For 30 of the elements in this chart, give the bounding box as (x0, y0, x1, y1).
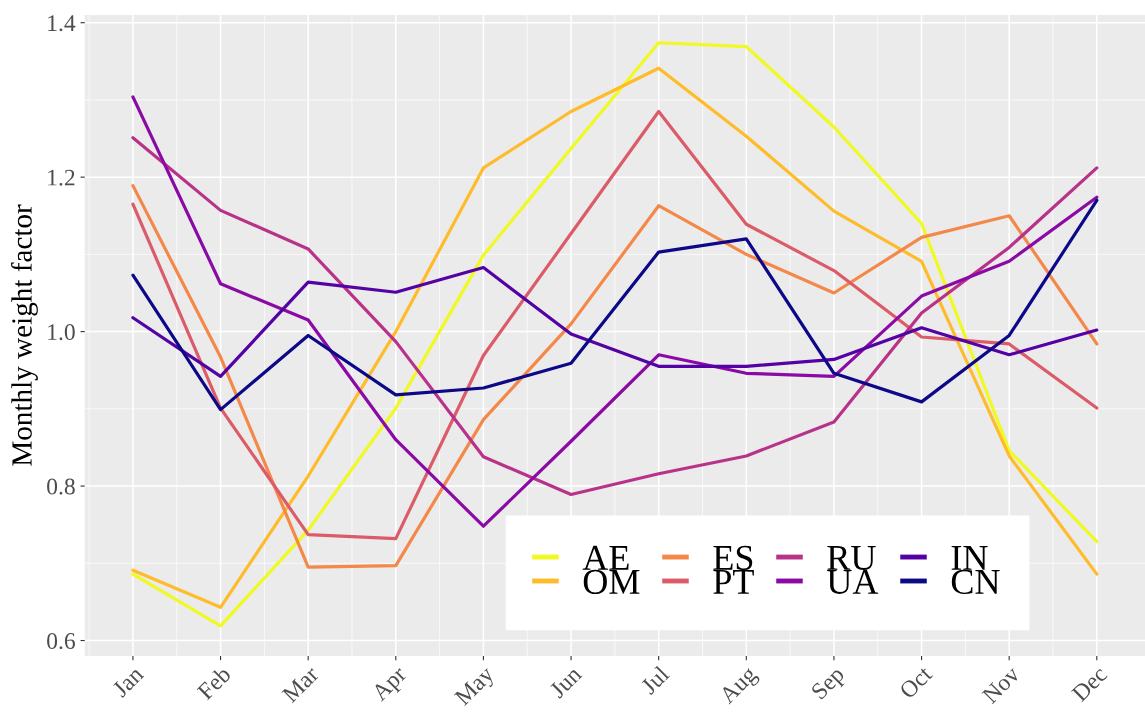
y-tick-label: 1.0 (48, 324, 75, 341)
x-tick-label: Dec (1071, 665, 1109, 703)
line-series (131, 184, 1099, 569)
x-tick-label: May (453, 664, 499, 710)
y-tick-label: 0.8 (47, 478, 75, 495)
y-tick-label: 1.2 (48, 169, 75, 186)
x-tick-label: Jun (548, 665, 583, 699)
x-tick-label: Sep (810, 665, 849, 704)
legend-label: IN (951, 546, 988, 570)
y-tick-label: 1.4 (48, 15, 76, 32)
legend-label: PT (713, 569, 754, 594)
line-series (131, 198, 1099, 412)
legend-label: CN (951, 569, 1000, 594)
line-series (131, 136, 1099, 497)
x-tick-label: Nov (981, 664, 1021, 705)
x-tick-label: Apr (370, 665, 411, 706)
legend-label: AE (582, 545, 629, 570)
y-tick-label: 0.6 (47, 633, 75, 650)
x-tick-label: Jul (639, 664, 671, 696)
x-tick-label: Aug (718, 665, 762, 709)
legend-label: OM (583, 569, 640, 594)
legend-label: ES (713, 545, 753, 571)
x-tick-label: Oct (898, 664, 934, 700)
legend-label: UA (827, 569, 879, 594)
line-series (131, 265, 1099, 378)
x-tick-label: Feb (195, 664, 232, 701)
legend-label: RU (827, 546, 876, 571)
y-axis-title: Monthly weight factor (11, 204, 38, 466)
x-tick-label: Jan (111, 665, 145, 698)
x-tick-label: Mar (281, 665, 320, 704)
